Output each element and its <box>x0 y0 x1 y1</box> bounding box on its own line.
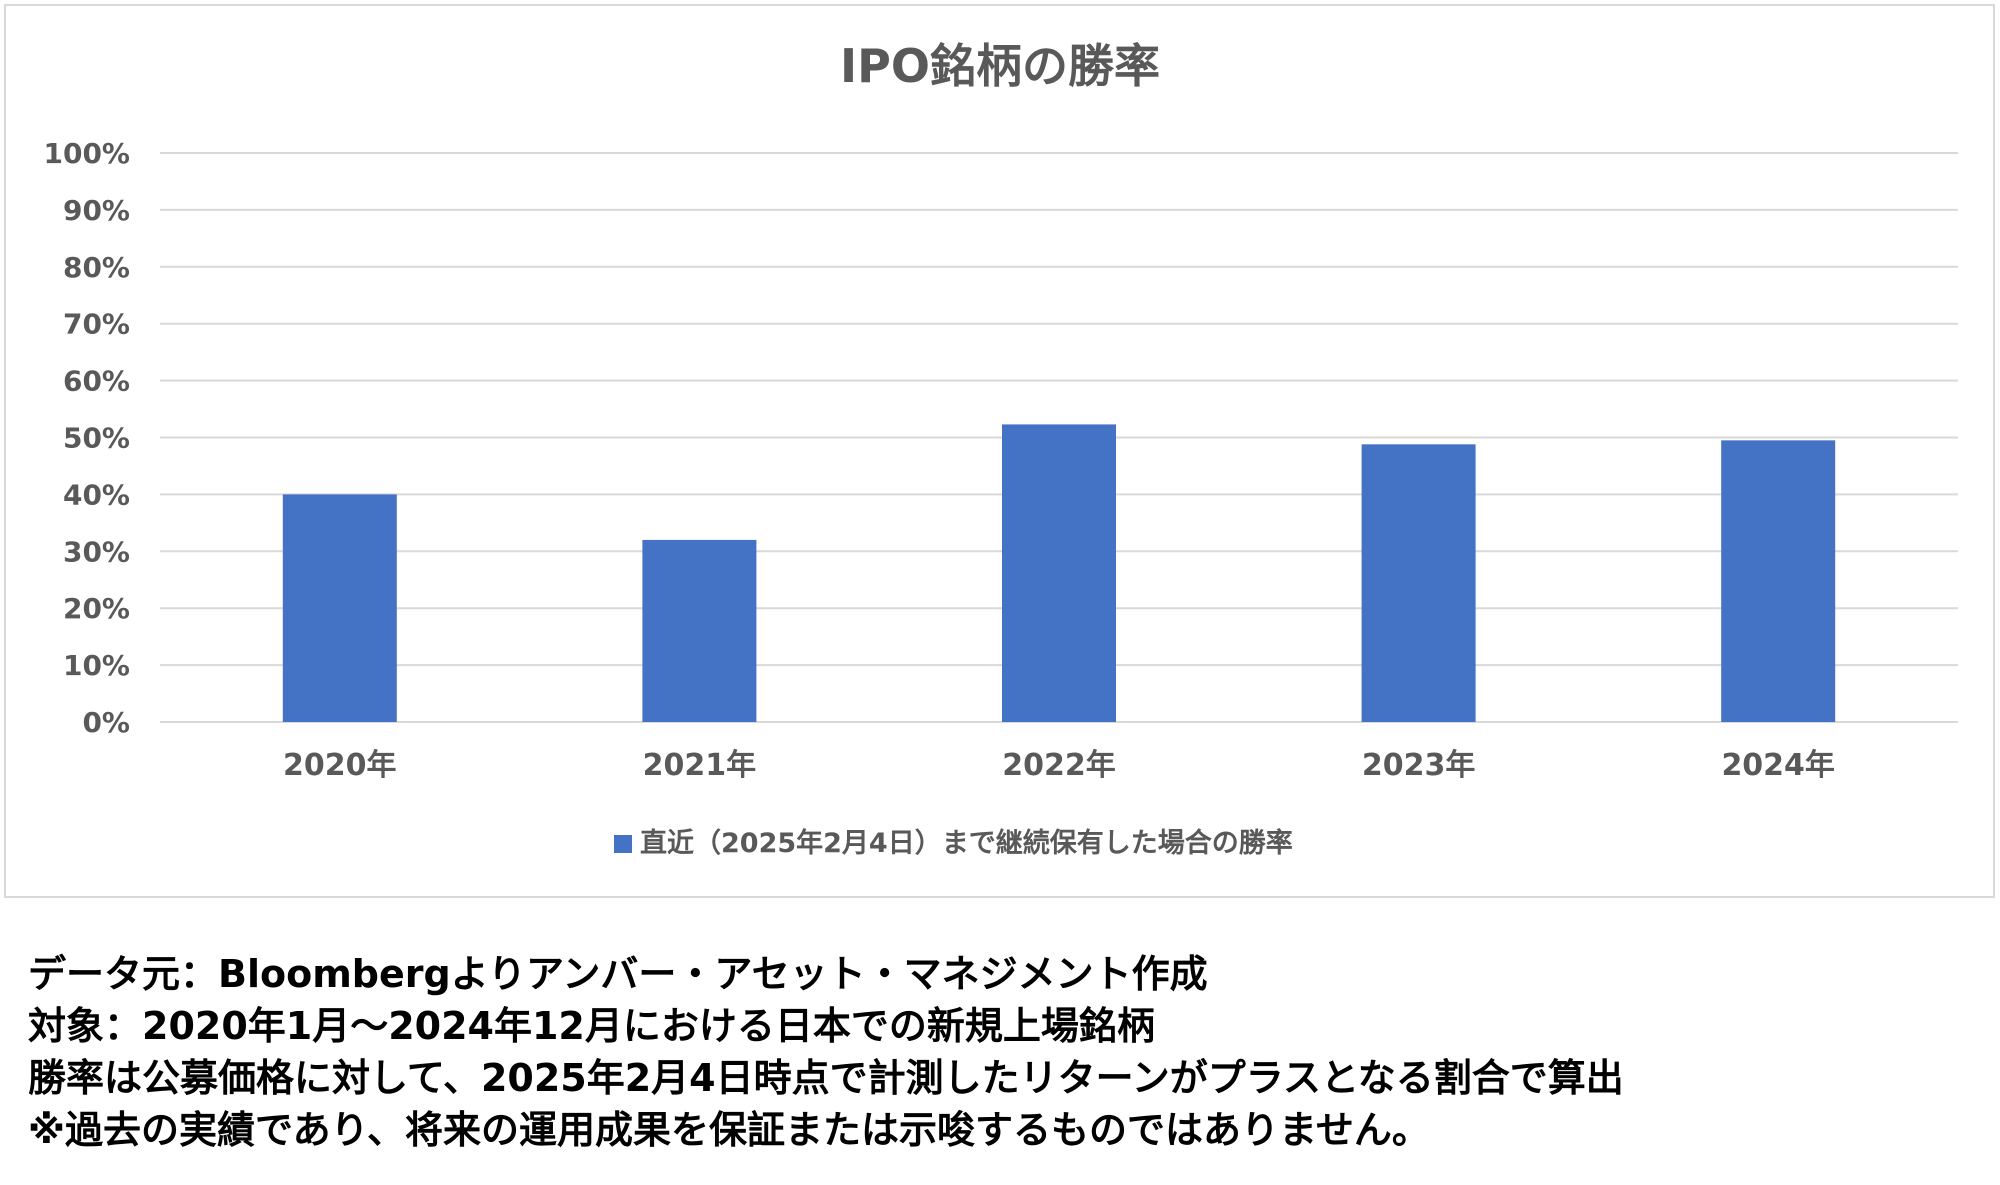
x-tick-label: 2023年 <box>1362 748 1476 783</box>
y-axis-ticks: 0% 10% 20% 30% 40% 50% 60% 70% 80% 90% 100% <box>43 137 130 739</box>
bar-2 <box>642 539 757 722</box>
x-tick-label: 2024年 <box>1721 748 1835 783</box>
bar-chart: IPO銘柄の勝率 0% 10% 20% 30% 40% 50% 60% 70% 80% 90% 10… <box>43 39 1958 859</box>
y-tick-label: 40% <box>63 478 130 511</box>
bar-3 <box>1002 424 1116 722</box>
y-tick-label: 90% <box>63 194 130 227</box>
legend-label: 直近（2025年2月4日）まで継続保有した場合の勝率 <box>640 827 1293 859</box>
footnotes: データ元：Bloombergよりアンバー・アセット・マネジメント作成 対象：20… <box>28 948 1978 1156</box>
bar-4 <box>1361 444 1476 722</box>
note-source: データ元：Bloombergよりアンバー・アセット・マネジメント作成 <box>28 952 1208 996</box>
x-tick-label: 2021年 <box>643 748 757 783</box>
y-tick-label: 80% <box>63 251 130 284</box>
bar-1 <box>282 494 397 722</box>
gridlines <box>160 152 1958 723</box>
y-tick-label: 50% <box>63 422 130 455</box>
x-tick-label: 2022年 <box>1002 748 1116 783</box>
legend-swatch <box>614 835 632 853</box>
y-tick-label: 60% <box>63 365 130 398</box>
y-tick-label: 100% <box>43 137 130 170</box>
y-tick-label: 20% <box>63 592 130 625</box>
note-scope: 対象：2020年1月～2024年12月における日本での新規上場銘柄 <box>28 1004 1155 1048</box>
y-tick-label: 70% <box>63 308 130 341</box>
bars <box>282 424 1836 722</box>
y-tick-label: 30% <box>63 535 130 568</box>
x-tick-label: 2020年 <box>283 748 397 783</box>
note-method: 勝率は公募価格に対して、2025年2月4日時点で計測したリターンがプラスとなる割… <box>28 1056 1624 1100</box>
note-disclaimer: ※過去の実績であり、将来の運用成果を保証または示唆するものではありません。 <box>28 1108 1430 1152</box>
y-tick-label: 10% <box>63 649 130 682</box>
x-axis-ticks: 2020年 2021年 2022年 2023年 2024年 <box>283 748 1835 783</box>
y-tick-label: 0% <box>82 706 130 739</box>
chart-title: IPO銘柄の勝率 <box>840 39 1160 93</box>
bar-5 <box>1721 440 1836 722</box>
legend: 直近（2025年2月4日）まで継続保有した場合の勝率 <box>614 827 1293 859</box>
